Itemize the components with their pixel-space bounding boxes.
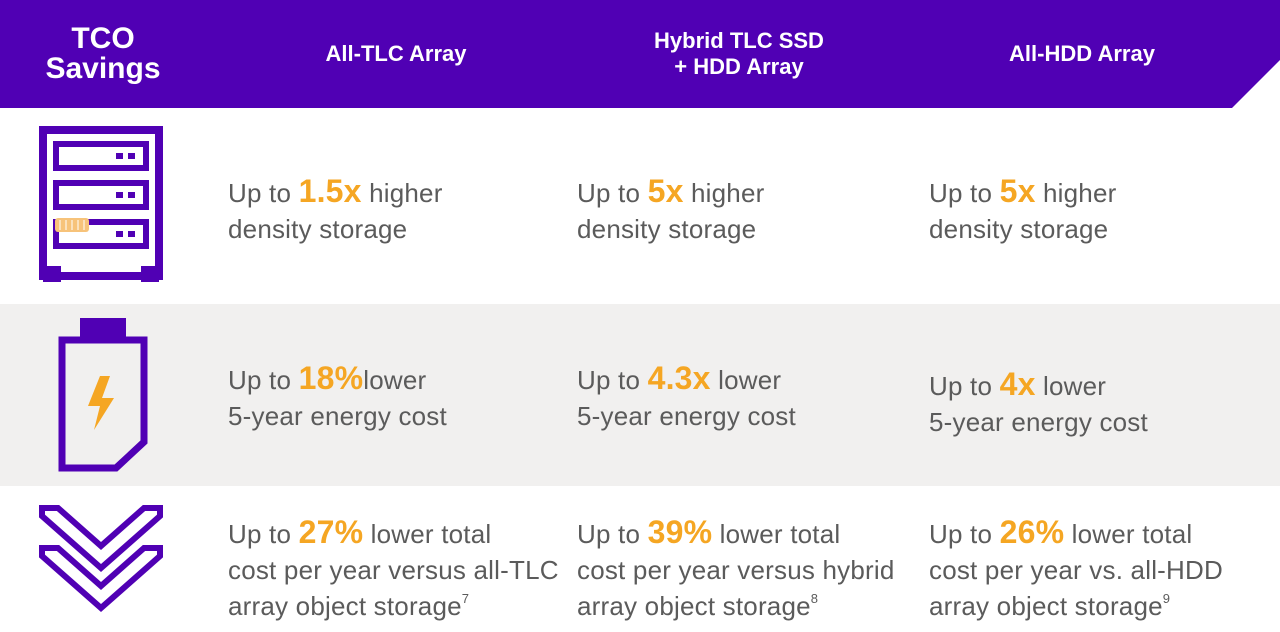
highlight-value: 39% xyxy=(647,514,713,550)
corner-title: TCO Savings xyxy=(45,22,161,85)
cell-density-all-tlc: Up to 1.5x higher density storage xyxy=(228,173,443,244)
double-chevron-down-icon xyxy=(39,505,163,612)
highlight-value: 5x xyxy=(647,173,684,209)
battery-energy-icon xyxy=(58,318,148,472)
row-total-cost: Up to 27% lower total cost per year vers… xyxy=(0,486,1280,632)
row-energy: Up to 18%lower 5-year energy cost Up to … xyxy=(0,304,1280,486)
cell-cost-hybrid: Up to 39% lower total cost per year vers… xyxy=(577,514,895,621)
highlight-value: 1.5x xyxy=(298,173,362,209)
cell-energy-all-hdd: Up to 4x lower 5-year energy cost xyxy=(929,366,1148,437)
column-header-all-tlc: All-TLC Array xyxy=(325,41,467,67)
column-header-hybrid: Hybrid TLC SSD + HDD Array xyxy=(654,28,824,79)
footnote-ref: 9 xyxy=(1162,591,1171,606)
cell-energy-all-tlc: Up to 18%lower 5-year energy cost xyxy=(228,360,447,431)
header-banner xyxy=(0,0,1280,108)
row-density: Up to 1.5x higher density storage Up to … xyxy=(0,108,1280,304)
server-rack-icon xyxy=(39,126,163,282)
column-header-all-hdd: All-HDD Array xyxy=(1009,41,1155,67)
highlight-value: 26% xyxy=(999,514,1065,550)
highlight-value: 4x xyxy=(999,366,1036,402)
cell-cost-all-hdd: Up to 26% lower total cost per year vs. … xyxy=(929,514,1223,621)
table-header: TCO Savings All-TLC Array Hybrid TLC SSD… xyxy=(0,0,1280,108)
cell-energy-hybrid: Up to 4.3x lower 5-year energy cost xyxy=(577,360,796,431)
footnote-ref: 8 xyxy=(810,591,819,606)
highlight-value: 18% xyxy=(298,360,364,396)
highlight-value: 5x xyxy=(999,173,1036,209)
footnote-ref: 7 xyxy=(461,591,470,606)
cell-density-hybrid: Up to 5x higher density storage xyxy=(577,173,765,244)
highlight-value: 4.3x xyxy=(647,360,711,396)
cell-density-all-hdd: Up to 5x higher density storage xyxy=(929,173,1117,244)
highlight-value: 27% xyxy=(298,514,364,550)
cell-cost-all-tlc: Up to 27% lower total cost per year vers… xyxy=(228,514,559,621)
